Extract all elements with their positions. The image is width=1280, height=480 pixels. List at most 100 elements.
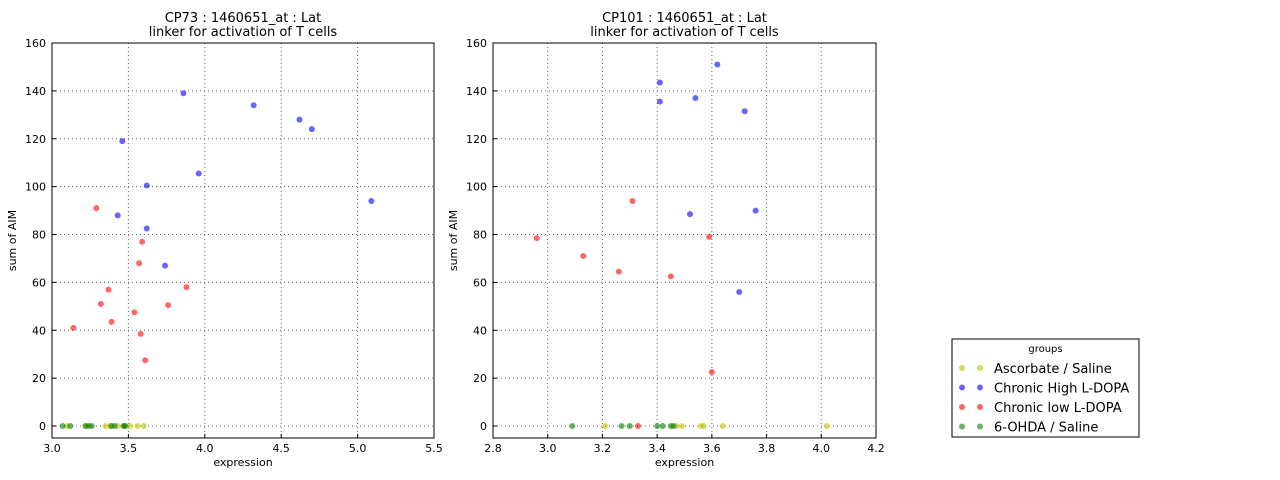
point [569,423,576,430]
legend-marker [977,384,983,391]
point [143,182,150,189]
point [183,284,190,291]
point [678,423,685,430]
point [741,108,748,115]
point [108,318,115,325]
y-tick-label: 40 [473,324,487,337]
legend-label: Chronic low L-DOPA [994,401,1122,416]
y-tick-label: 60 [32,276,46,289]
y-tick-label: 100 [25,181,46,194]
y-tick-label: 140 [466,85,487,98]
point [59,423,66,430]
point [618,423,625,430]
legend-marker [977,365,983,371]
point [752,207,759,214]
point [139,238,146,245]
y-tick-label: 160 [25,37,46,50]
point [659,423,666,430]
x-tick-label: 4.2 [867,442,885,455]
x-tick-label: 4.5 [272,442,290,455]
legend-marker [959,384,965,391]
y-tick-label: 140 [25,85,46,98]
y-tick-label: 120 [466,133,487,146]
point [137,330,144,337]
point [296,116,303,123]
point [122,423,129,430]
point [119,138,126,145]
point [70,324,77,331]
y-tick-label: 40 [32,324,46,337]
y-axis-label: sum of AIM [447,210,460,271]
legend-label: 6-OHDA / Saline [994,421,1098,436]
point [165,302,172,309]
point [692,95,699,102]
point [134,423,141,430]
legend-marker [959,423,965,430]
point [686,211,693,218]
point [126,423,133,430]
point [162,262,169,269]
chart-title: linker for activation of T cells [590,25,779,40]
point [88,423,95,430]
point [615,268,622,275]
point [308,126,315,133]
point [97,300,104,307]
point [102,423,109,430]
x-tick-label: 5.5 [425,442,443,455]
chart-title: linker for activation of T cells [149,25,338,40]
point [140,423,147,430]
y-tick-label: 80 [32,229,46,242]
point [136,260,143,267]
point [626,423,633,430]
point [580,253,587,260]
point [670,423,677,430]
point [114,212,121,219]
y-tick-label: 120 [25,133,46,146]
y-tick-label: 100 [466,181,487,194]
point [719,423,726,430]
point [708,369,715,376]
point [67,423,74,430]
point [629,198,636,204]
point [654,423,661,430]
x-tick-label: 4.0 [813,442,831,455]
point [700,423,707,430]
y-tick-label: 160 [466,37,487,50]
x-tick-label: 3.0 [43,442,61,455]
point [105,286,112,293]
x-tick-label: 2.8 [484,442,502,455]
y-tick-label: 20 [32,372,46,385]
x-tick-label: 3.4 [648,442,666,455]
point [195,170,202,177]
y-tick-label: 0 [39,420,46,433]
point [656,98,663,105]
plot-frame [51,42,435,439]
legend-marker [959,404,965,410]
point [131,309,138,316]
legend-label: Chronic High L-DOPA [994,382,1129,397]
legend-box [951,338,1140,438]
legend-marker [977,404,983,410]
x-axis-label: expression [213,456,272,469]
x-axis-label: expression [655,456,714,469]
point [634,423,641,430]
point [111,423,118,430]
legend-label: Ascorbate / Saline [994,362,1112,377]
plot-frame [492,42,877,439]
point [656,79,663,86]
point [823,423,830,430]
y-axis-label: sum of AIM [6,210,19,271]
x-tick-label: 3.6 [703,442,721,455]
x-tick-label: 5.0 [349,442,367,455]
legend-marker [959,365,965,371]
point [736,288,743,295]
point [667,273,674,280]
point [602,423,609,430]
y-tick-label: 0 [480,420,487,433]
x-tick-label: 3.5 [120,442,138,455]
point [93,205,100,212]
point [714,61,721,68]
chart-title: CP73 : 1460651_at : Lat [165,11,322,26]
point [142,357,149,364]
